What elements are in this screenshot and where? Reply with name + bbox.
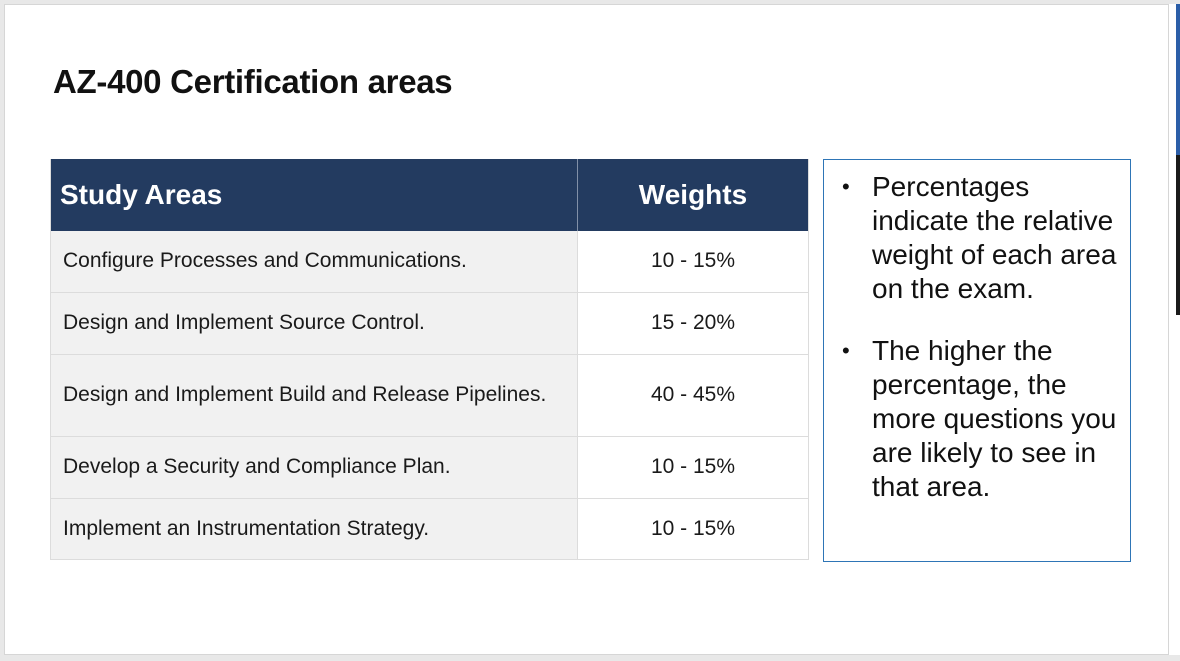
row-weight: 10 - 15% <box>577 436 809 499</box>
row-area: Develop a Security and Compliance Plan. <box>50 436 578 499</box>
slide-title: AZ-400 Certification areas <box>53 63 453 100</box>
notes-item-text: The higher the percentage, the more ques… <box>872 335 1117 502</box>
scrollbar-track-accent <box>1176 4 1180 155</box>
window-edge <box>1169 4 1180 655</box>
row-area: Implement an Instrumentation Strategy. <box>50 498 578 560</box>
row-area: Configure Processes and Communications. <box>50 231 578 293</box>
notes-item-text: Percentages indicate the relative weight… <box>872 171 1117 304</box>
row-weight: 10 - 15% <box>577 498 809 560</box>
table-row: Design and Implement Build and Release P… <box>50 354 809 437</box>
scrollbar-thumb[interactable] <box>1176 155 1180 315</box>
certification-areas-table: Study Areas Weights Configure Processes … <box>50 159 809 560</box>
header-study-areas: Study Areas <box>50 159 578 231</box>
notes-item: • The higher the percentage, the more qu… <box>842 334 1122 504</box>
row-weight: 10 - 15% <box>577 231 809 293</box>
table-row: Design and Implement Source Control. 15 … <box>50 292 809 355</box>
notes-item: • Percentages indicate the relative weig… <box>842 170 1122 306</box>
table-row: Implement an Instrumentation Strategy. 1… <box>50 498 809 560</box>
table-row: Develop a Security and Compliance Plan. … <box>50 436 809 499</box>
row-weight: 15 - 20% <box>577 292 809 355</box>
bullet-icon: • <box>842 174 850 199</box>
row-area: Design and Implement Source Control. <box>50 292 578 355</box>
row-weight: 40 - 45% <box>577 354 809 437</box>
bullet-icon: • <box>842 338 850 363</box>
row-area: Design and Implement Build and Release P… <box>50 354 578 437</box>
notes-box: • Percentages indicate the relative weig… <box>823 159 1131 562</box>
table-row: Configure Processes and Communications. … <box>50 231 809 293</box>
notes-list: • Percentages indicate the relative weig… <box>842 170 1122 532</box>
header-weights: Weights <box>577 159 809 231</box>
slide: AZ-400 Certification areas Study Areas W… <box>4 4 1169 655</box>
table-header-row: Study Areas Weights <box>50 159 809 231</box>
